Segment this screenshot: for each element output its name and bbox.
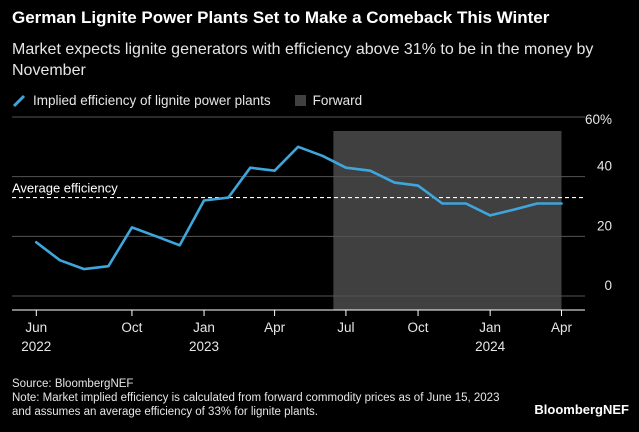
footer: Source: BloombergNEF Note: Market implie… bbox=[12, 377, 502, 419]
legend-line-icon bbox=[12, 94, 26, 107]
brand-logo: BloombergNEF bbox=[534, 402, 629, 417]
legend-series-label: Implied efficiency of lignite power plan… bbox=[33, 93, 271, 108]
legend-forward-swatch bbox=[294, 95, 306, 106]
chart-title: German Lignite Power Plants Set to Make … bbox=[12, 8, 550, 27]
legend: Implied efficiency of lignite power plan… bbox=[12, 93, 362, 108]
y-tick-label: 40 bbox=[597, 159, 612, 174]
x-tick-label: Jan bbox=[479, 320, 501, 335]
legend-forward-label: Forward bbox=[312, 93, 363, 108]
y-tick-label: 60% bbox=[585, 112, 612, 127]
x-tick-label: Oct bbox=[121, 320, 142, 335]
x-tick-label: Oct bbox=[408, 320, 429, 335]
x-tick-label: Apr bbox=[264, 320, 286, 335]
x-tick-year-label: 2022 bbox=[21, 339, 51, 354]
y-tick-label: 20 bbox=[597, 218, 612, 233]
x-tick-year-label: 2024 bbox=[475, 339, 506, 354]
x-tick-label: Jan bbox=[193, 320, 215, 335]
chart-subtitle: Market expects lignite generators with e… bbox=[12, 41, 594, 79]
x-tick-label: Apr bbox=[551, 320, 573, 335]
average-efficiency-label: Average efficiency bbox=[12, 181, 118, 196]
x-tick-label: Jun bbox=[25, 320, 47, 335]
x-tick-label: Jul bbox=[337, 320, 354, 335]
y-tick-label: 0 bbox=[604, 278, 612, 293]
x-tick-year-label: 2023 bbox=[189, 339, 219, 354]
methodology-note: Note: Market implied efficiency is calcu… bbox=[12, 392, 500, 418]
forward-period-band bbox=[333, 131, 562, 310]
source-note: Source: BloombergNEF bbox=[12, 378, 134, 390]
